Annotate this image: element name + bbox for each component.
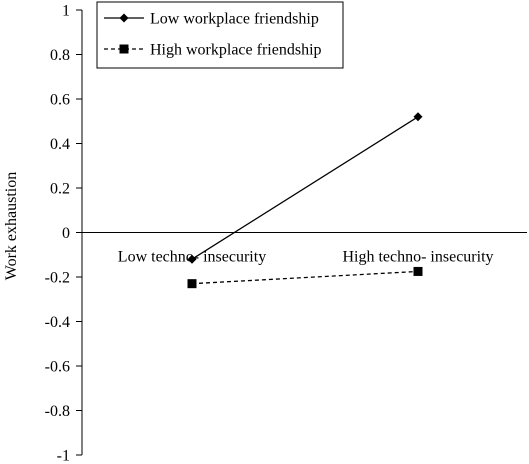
series-layer	[187, 112, 423, 289]
data-point	[413, 112, 423, 122]
y-tick-label: -0.8	[45, 403, 70, 420]
legend: Low workplace friendship High workplace f…	[96, 1, 344, 69]
data-point	[413, 266, 423, 276]
legend-marker	[119, 44, 129, 54]
y-tick-label: 0.4	[50, 136, 70, 153]
y-axis-title-group: Work exhaustion	[3, 172, 20, 280]
y-tick-label: 1	[62, 3, 70, 20]
data-point	[187, 279, 197, 289]
category-label: High techno- insecurity	[342, 249, 493, 266]
y-tick-label: -0.4	[45, 314, 70, 331]
data-point	[187, 254, 197, 264]
y-axis-ticks: 1 0.8 0.6 0.4 0.2 0 -0.2 -0.4 -0.6 -0.8 -1	[45, 3, 82, 464]
legend-marker	[119, 13, 129, 23]
y-tick-label: 0.6	[50, 92, 70, 109]
y-tick-label: 0.8	[50, 47, 70, 64]
y-tick-label: -1	[57, 448, 70, 464]
y-tick-label: 0	[62, 225, 70, 242]
y-tick-label: -0.6	[45, 359, 70, 376]
y-tick-label: 0.2	[50, 181, 70, 198]
series-line	[191, 116, 419, 260]
legend-frame	[96, 1, 344, 69]
series-line	[191, 270, 419, 285]
legend-label: High workplace friendship	[150, 42, 322, 59]
legend-label: Low workplace friendship	[150, 11, 319, 28]
y-axis-title: Work exhaustion	[3, 172, 20, 280]
y-tick-label: -0.2	[45, 270, 70, 287]
legend-items: Low workplace friendship High workplace f…	[104, 11, 322, 59]
